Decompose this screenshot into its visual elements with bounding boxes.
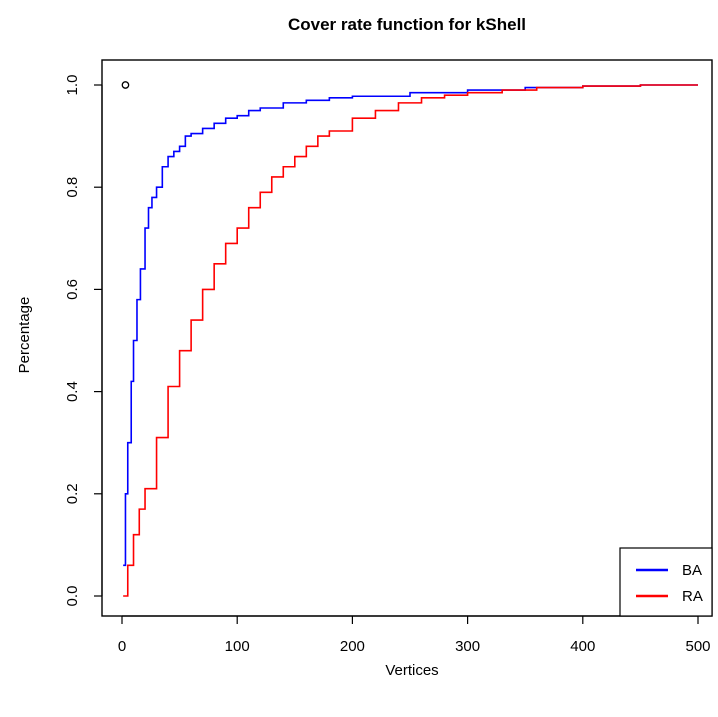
y-tick-label: 1.0 bbox=[64, 75, 81, 96]
x-tick-label: 500 bbox=[685, 638, 710, 655]
x-tick-label: 0 bbox=[118, 638, 126, 655]
chart-title: Cover rate function for kShell bbox=[288, 15, 526, 34]
x-tick-label: 300 bbox=[455, 638, 480, 655]
y-axis-label: Percentage bbox=[16, 297, 33, 374]
x-tick-label: 200 bbox=[340, 638, 365, 655]
x-tick-label: 100 bbox=[225, 638, 250, 655]
y-tick-label: 0.2 bbox=[64, 483, 81, 504]
series-layer bbox=[123, 84, 698, 597]
data-point-marker bbox=[121, 81, 130, 89]
y-axis: 0.0 0.2 0.4 0.6 0.8 1.0 bbox=[64, 75, 103, 607]
x-tick-label: 400 bbox=[570, 638, 595, 655]
y-tick-label: 0.8 bbox=[64, 177, 81, 198]
y-tick-label: 0.4 bbox=[64, 381, 81, 402]
x-axis: 0 100 200 300 400 500 bbox=[118, 615, 711, 655]
series-line-ra bbox=[123, 84, 698, 597]
points-layer bbox=[121, 81, 130, 89]
plot-area bbox=[101, 59, 713, 617]
legend-box bbox=[619, 547, 713, 617]
y-tick-label: 0.6 bbox=[64, 279, 81, 300]
legend-label-ba: BA bbox=[682, 562, 702, 579]
plot-frame bbox=[101, 59, 713, 617]
x-axis-label: Vertices bbox=[385, 662, 438, 679]
legend: BA RA bbox=[619, 547, 713, 617]
series-line-ba bbox=[123, 84, 698, 567]
y-tick-label: 0.0 bbox=[64, 586, 81, 607]
legend-label-ra: RA bbox=[682, 588, 703, 605]
